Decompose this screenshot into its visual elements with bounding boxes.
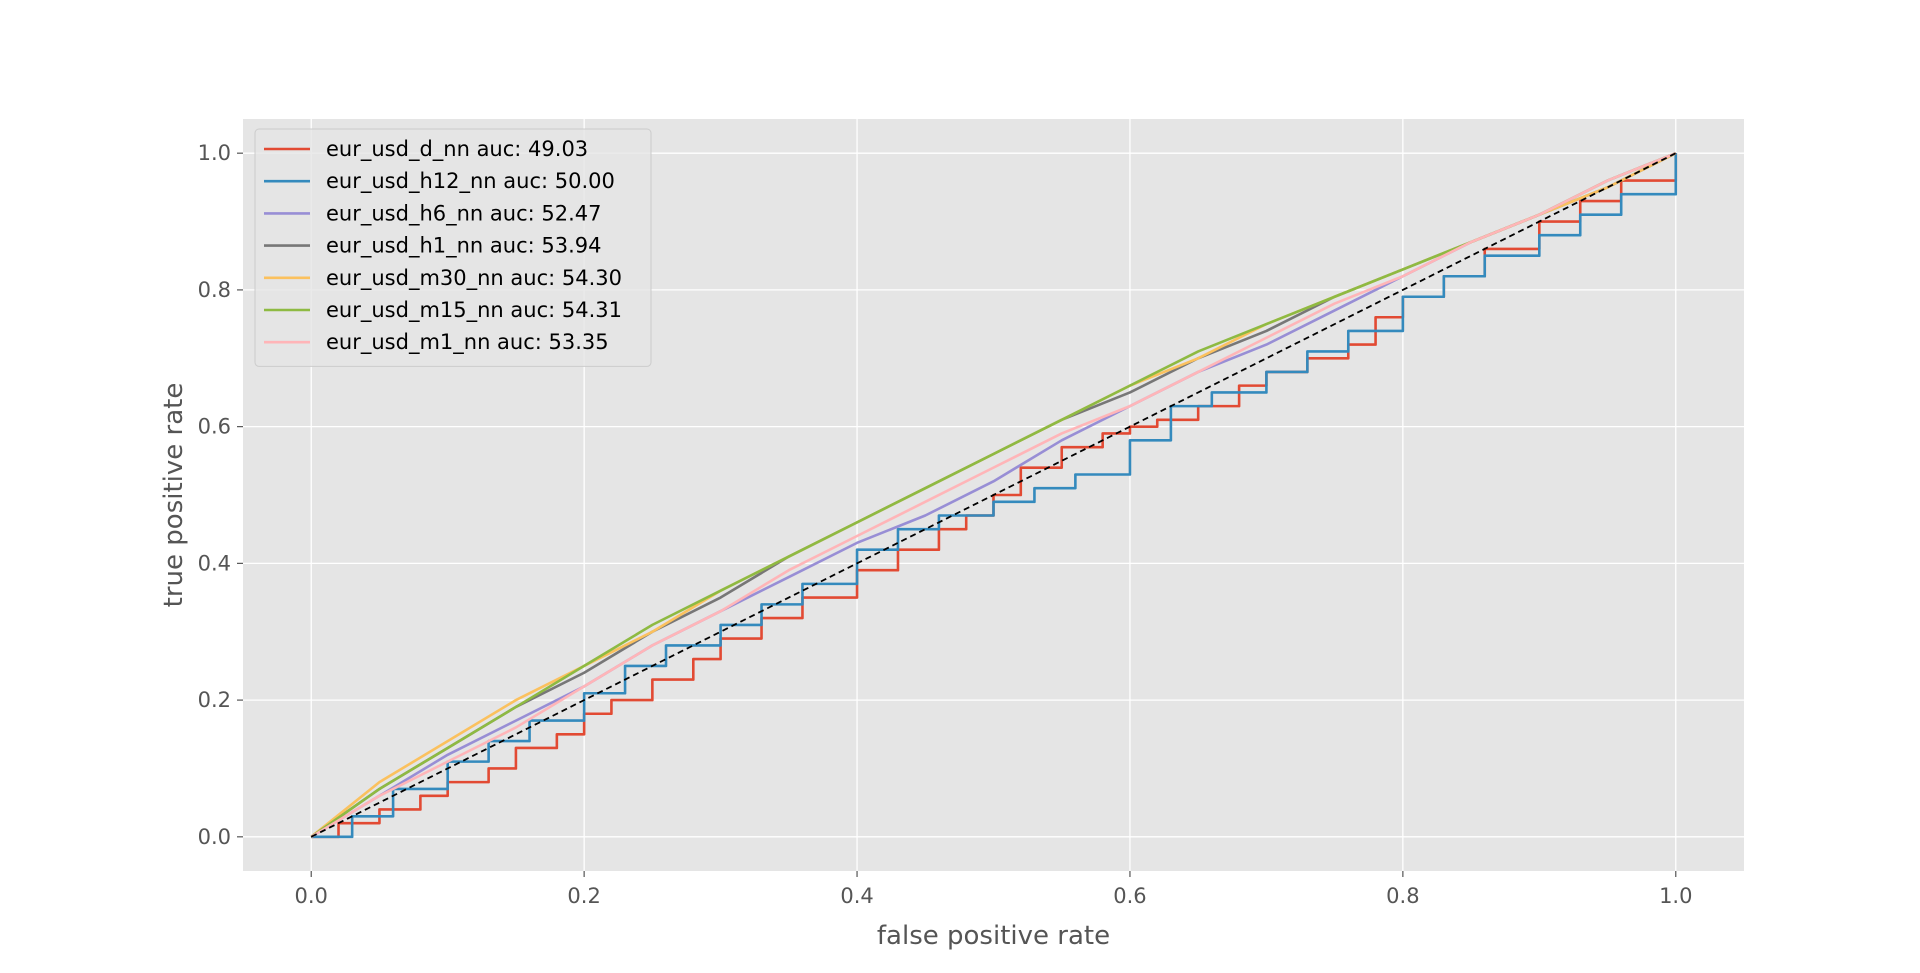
y-axis-ticks: 0.0 0.2 0.4 0.6 0.8 1.0	[198, 141, 243, 849]
series-group	[310, 151, 1678, 839]
y-tick-label: 0.8	[198, 278, 231, 302]
y-tick-label: 0.4	[198, 551, 231, 575]
y-tick-label: 0.2	[198, 688, 231, 712]
y-tick-label: 0.6	[198, 415, 231, 439]
legend-entry: eur_usd_h6_nn auc: 52.47	[326, 201, 602, 226]
series-line-5	[310, 151, 1677, 838]
x-tick-label: 0.0	[295, 884, 328, 908]
legend: eur_usd_d_nn auc: 49.03 eur_usd_h12_nn au…	[254, 128, 652, 367]
legend-entry: eur_usd_d_nn auc: 49.03	[326, 137, 588, 162]
reference-line	[310, 152, 1677, 838]
x-tick-label: 1.0	[1659, 884, 1692, 908]
legend-entry: eur_usd_h12_nn auc: 50.00	[326, 169, 615, 194]
x-tick-label: 0.2	[567, 884, 600, 908]
grid	[243, 119, 1744, 871]
x-axis-ticks: 0.0 0.2 0.4 0.6 0.8 1.0	[295, 871, 1692, 908]
legend-entry: eur_usd_m30_nn auc: 54.30	[326, 266, 622, 291]
series-line-6	[310, 151, 1677, 838]
y-tick-label: 1.0	[198, 141, 231, 165]
x-tick-label: 0.8	[1386, 884, 1419, 908]
reference-line-group	[310, 152, 1677, 838]
y-tick-label: 0.0	[198, 825, 231, 849]
legend-entry: eur_usd_h1_nn auc: 53.94	[326, 234, 602, 259]
legend-entry: eur_usd_m15_nn auc: 54.31	[326, 298, 622, 323]
x-axis-label: false positive rate	[877, 921, 1110, 951]
legend-frame	[254, 128, 652, 367]
x-tick-label: 0.6	[1113, 884, 1146, 908]
y-axis-label: true positive rate	[159, 383, 189, 608]
x-tick-label: 0.4	[840, 884, 873, 908]
legend-entry: eur_usd_m1_nn auc: 53.35	[326, 330, 609, 355]
